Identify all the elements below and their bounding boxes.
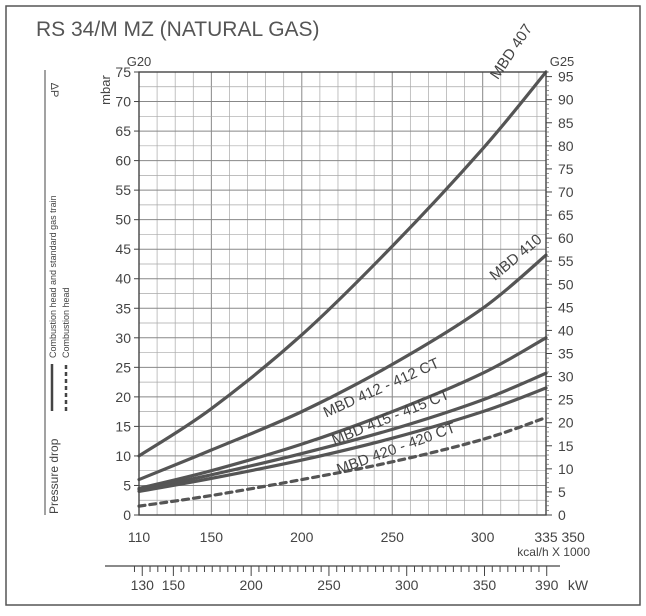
left-axis-tick-label: 45 — [115, 241, 131, 257]
kcal-axis-extra-label: 350 — [561, 529, 585, 545]
left-axis-tick-label: 5 — [123, 477, 131, 493]
right-axis-tick-label: 0 — [558, 507, 566, 523]
left-axis-tick-label: 25 — [115, 359, 131, 375]
left-axis-tick-label: 70 — [115, 94, 131, 110]
right-axis-tick-label: 40 — [558, 322, 574, 338]
left-axis-tick-label: 35 — [115, 300, 131, 316]
left-axis-tick-label: 65 — [115, 123, 131, 139]
right-axis-tick-label: 35 — [558, 345, 574, 361]
kw-axis-tick-label: 130 — [131, 577, 155, 593]
series-line-6 — [137, 415, 548, 508]
right-axis-tick-label: 30 — [558, 369, 574, 385]
kcal-axis-tick-label: 200 — [290, 529, 314, 545]
right-axis-tick-label: 75 — [558, 161, 574, 177]
right-axis-tick-label: 10 — [558, 461, 574, 477]
series-line-3 — [137, 336, 548, 491]
right-axis-tick-label: 85 — [558, 115, 574, 131]
kcal-axis-label: kcal/h X 1000 — [517, 545, 590, 559]
kw-axis-tick-label: 150 — [162, 577, 186, 593]
kcal-axis-tick-label: 250 — [381, 529, 405, 545]
right-axis-tick-label: 90 — [558, 92, 574, 108]
right-axis-tick-label: 5 — [558, 484, 566, 500]
gas-label-g25: G25 — [550, 54, 575, 69]
left-axis-tick-label: 30 — [115, 330, 131, 346]
chart-title: RS 34/M MZ (NATURAL GAS) — [36, 18, 320, 41]
legend-dashed-label: Combustion head — [61, 287, 71, 358]
series-line-1 — [137, 70, 548, 458]
left-axis-tick-label: 60 — [115, 153, 131, 169]
kcal-axis-tick-label: 335 — [534, 529, 558, 545]
kcal-axis-tick-label: 150 — [200, 529, 224, 545]
right-axis-tick-label: 55 — [558, 253, 574, 269]
left-axis-tick-label: 55 — [115, 182, 131, 198]
right-axis-tick-label: 15 — [558, 438, 574, 454]
right-axis-tick-label: 95 — [558, 69, 574, 85]
right-axis-tick-label: 80 — [558, 138, 574, 154]
kcal-axis-tick-label: 110 — [128, 529, 151, 545]
left-axis-tick-label: 50 — [115, 212, 131, 228]
legend-solid-label: Combustion head and standard gas train — [48, 195, 58, 358]
kw-axis-label: kW — [568, 577, 589, 593]
right-axis-tick-label: 60 — [558, 230, 574, 246]
y-axis-symbol-label: ΔP — [48, 83, 60, 98]
gas-label-g20: G20 — [127, 54, 152, 69]
left-axis-tick-label: 75 — [115, 64, 131, 80]
right-axis-tick-label: 65 — [558, 207, 574, 223]
right-axis-tick-label: 70 — [558, 184, 574, 200]
kcal-axis-tick-label: 300 — [471, 529, 495, 545]
chart-border — [5, 5, 641, 606]
legend-axis-caption: Pressure drop — [47, 438, 61, 514]
y-axis-unit-label: mbar — [98, 75, 113, 105]
axis-layer — [44, 70, 560, 576]
kw-axis-tick-label: 250 — [317, 577, 341, 593]
series-layer — [50, 70, 548, 508]
right-axis-tick-label: 45 — [558, 299, 574, 315]
left-axis-tick-label: 15 — [115, 418, 131, 434]
left-axis-tick-label: 40 — [115, 271, 131, 287]
right-axis-tick-label: 50 — [558, 276, 574, 292]
series-line-5 — [137, 386, 548, 493]
series-line-2 — [137, 253, 548, 482]
right-axis-tick-label: 25 — [558, 392, 574, 408]
kw-axis-tick-label: 350 — [473, 577, 497, 593]
right-axis-tick-label: 20 — [558, 415, 574, 431]
kw-axis-tick-label: 300 — [395, 577, 419, 593]
series-line-4 — [137, 371, 548, 492]
left-axis-tick-label: 20 — [115, 389, 131, 405]
left-axis-tick-label: 0 — [123, 507, 131, 523]
kw-axis-tick-label: 200 — [239, 577, 263, 593]
left-axis-tick-label: 10 — [115, 448, 131, 464]
kw-axis-tick-label: 390 — [535, 577, 559, 593]
